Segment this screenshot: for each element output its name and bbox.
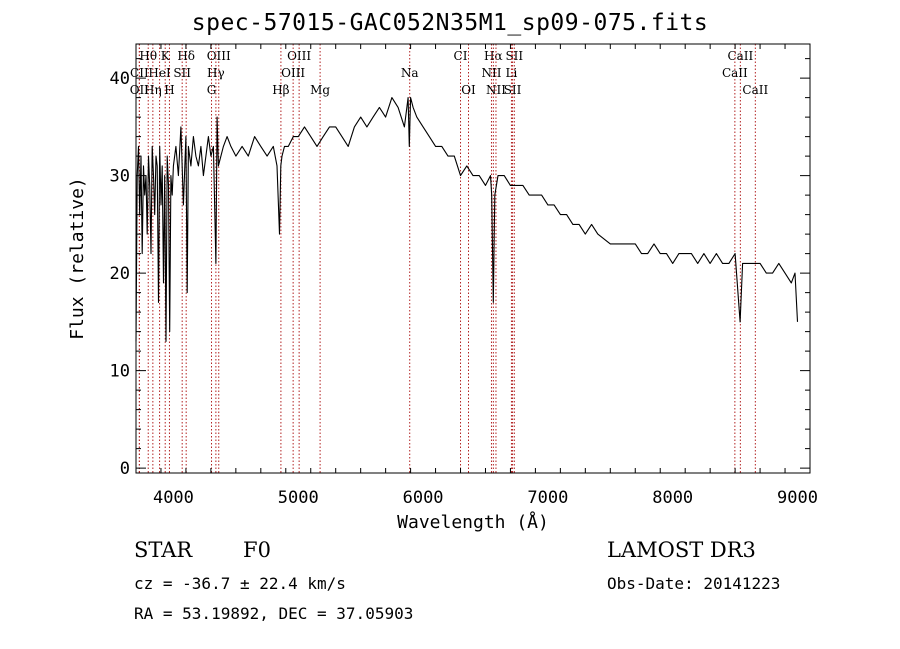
line-label: Li (506, 66, 518, 80)
line-label: SII (505, 49, 523, 63)
line-label: CaII (742, 83, 768, 97)
line-label: OI (461, 83, 476, 97)
object-class: STAR (134, 538, 193, 562)
line-label: OIII (207, 49, 231, 63)
line-label: Mg (310, 83, 330, 97)
y-tick-label: 30 (110, 167, 130, 187)
x-tick-label: 9000 (777, 488, 818, 508)
line-label: HeI (148, 66, 171, 80)
chart-title: spec-57015-GAC052N35M1_sp09-075.fits (191, 10, 709, 36)
plot-frame (135, 43, 811, 474)
line-label: OIII (281, 66, 305, 80)
y-tick-label: 10 (110, 362, 130, 382)
obs-date-label: Obs-Date: 20141223 (607, 574, 781, 593)
line-label: OII (130, 83, 150, 97)
line-label: CaII (727, 49, 753, 63)
redshift-label: cz = -36.7 ± 22.4 km/s (134, 574, 346, 593)
line-label: CaII (722, 66, 748, 80)
line-label: Hη (144, 83, 162, 97)
line-label: SII (504, 83, 522, 97)
y-tick-label: 40 (110, 69, 130, 89)
line-label: Hδ (177, 49, 195, 63)
line-label: G (207, 83, 217, 97)
y-axis-label: Flux (relative) (67, 177, 88, 340)
survey-label: LAMOST DR3 (607, 538, 756, 562)
line-label: CI (454, 49, 468, 63)
y-tick-label: 0 (120, 459, 130, 479)
line-label: OIII (287, 49, 311, 63)
x-tick-label: 4000 (153, 488, 194, 508)
x-tick-label: 6000 (403, 488, 444, 508)
line-label: H (164, 83, 174, 97)
x-axis-label: Wavelength (Å) (397, 511, 549, 533)
line-label: Hα (484, 49, 503, 63)
line-label: Hβ (272, 83, 289, 97)
spectrum-line (135, 97, 799, 342)
line-label: NII (481, 66, 501, 80)
line-label: NII (486, 83, 506, 97)
x-tick-label: 5000 (278, 488, 319, 508)
line-label: Hθ (139, 49, 157, 63)
line-label: Na (401, 66, 419, 80)
object-subclass: F0 (243, 538, 271, 562)
y-tick-label: 20 (110, 264, 130, 284)
line-label: Hγ (207, 66, 225, 80)
line-label: SII (173, 66, 191, 80)
x-tick-label: 8000 (652, 488, 693, 508)
line-label: K (161, 49, 171, 63)
coordinates-label: RA = 53.19892, DEC = 37.05903 (134, 604, 414, 623)
x-tick-label: 7000 (527, 488, 568, 508)
